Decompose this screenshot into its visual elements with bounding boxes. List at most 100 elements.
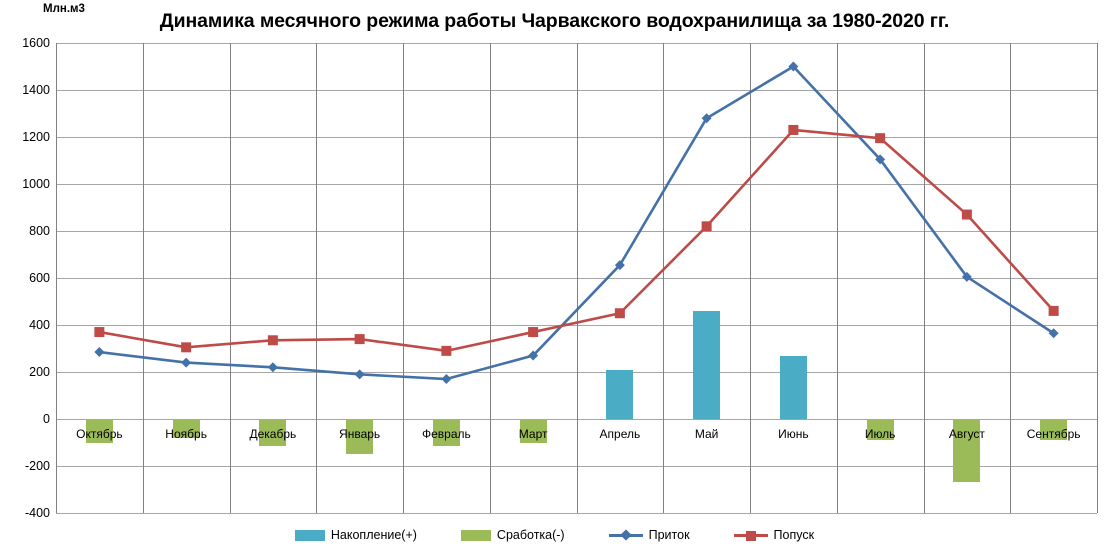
gridline-x: [490, 43, 491, 513]
y-tick-label: 1200: [22, 130, 50, 144]
y-tick-label: -200: [24, 459, 50, 473]
x-tick-label-3: Январь: [339, 427, 381, 441]
legend-label: Накопление(+): [330, 528, 417, 542]
gridline-y-1400: [56, 90, 1097, 91]
marker-Приток-2: [267, 362, 278, 373]
legend-line-marker-icon: [733, 529, 768, 541]
legend-item-1[interactable]: Сработка(-): [460, 528, 565, 542]
legend-label: Сработка(-): [496, 528, 565, 542]
y-axis-unit-label: Млн.м3: [43, 3, 85, 15]
marker-Приток-8: [788, 61, 799, 72]
legend-label: Приток: [648, 528, 690, 542]
legend-item-3[interactable]: Попуск: [733, 528, 815, 542]
marker-Приток-10: [961, 271, 972, 282]
x-tick-label-6: Апрель: [599, 427, 641, 441]
marker-Попуск-6: [614, 308, 625, 319]
legend-line-marker-icon: [608, 529, 643, 541]
gridline-y-400: [56, 325, 1097, 326]
gridline-x: [750, 43, 751, 513]
bar-drawdown-3: [346, 419, 374, 455]
x-tick-label-0: Октябрь: [76, 427, 123, 441]
gridline-y-200: [56, 372, 1097, 373]
gridline-x: [56, 43, 57, 513]
x-tick-label-10: Август: [948, 427, 985, 441]
bar-drawdown-5: [519, 419, 547, 443]
gridline-x: [837, 43, 838, 513]
gridline-y-0: [56, 419, 1097, 420]
gridline-x: [663, 43, 664, 513]
marker-Попуск-3: [354, 334, 365, 345]
marker-Попуск-2: [267, 335, 278, 346]
x-tick-label-11: Сентябрь: [1026, 427, 1081, 441]
marker-Приток-7: [701, 113, 712, 124]
y-tick-label: 400: [29, 318, 50, 332]
x-tick-label-7: Май: [694, 427, 719, 441]
gridline-y-1600: [56, 43, 1097, 44]
y-tick-label: 1400: [22, 83, 50, 97]
legend-swatch-icon: [460, 529, 491, 541]
x-tick-label-9: Июль: [864, 427, 896, 441]
legend-label: Попуск: [773, 528, 815, 542]
marker-Попуск-7: [701, 221, 712, 232]
marker-Приток-9: [875, 154, 886, 165]
gridline-y-800: [56, 231, 1097, 232]
bar-drawdown-0: [85, 419, 113, 443]
marker-Попуск-1: [181, 342, 192, 353]
marker-Попуск-11: [1048, 305, 1059, 316]
line-layer: [94, 61, 1059, 385]
legend-square-icon: [745, 530, 756, 541]
legend-item-2[interactable]: Приток: [608, 528, 690, 542]
gridline-y--200: [56, 466, 1097, 467]
bar-drawdown-10: [953, 419, 981, 483]
chart-legend: Накопление(+) Сработка(-) Приток Попуск: [0, 528, 1109, 542]
bar-accumulation-7: [693, 310, 721, 419]
bar-accumulation-8: [779, 355, 807, 419]
x-tick-label-2: Декабрь: [249, 427, 297, 441]
gridline-x: [316, 43, 317, 513]
marker-Приток-1: [181, 357, 192, 368]
line-Попуск: [99, 128, 1055, 353]
marker-Приток-6: [614, 260, 625, 271]
gridline-x: [924, 43, 925, 513]
x-tick-label-8: Июнь: [778, 427, 809, 441]
bar-drawdown-11: [1040, 419, 1068, 441]
marker-Приток-0: [94, 347, 105, 358]
gridline-x: [1097, 43, 1098, 513]
gridline-x: [230, 43, 231, 513]
gridline-y-1000: [56, 184, 1097, 185]
marker-Приток-3: [354, 369, 365, 380]
bar-drawdown-9: [866, 419, 894, 441]
marker-Приток-5: [528, 350, 539, 361]
y-tick-label: -400: [24, 506, 50, 520]
x-tick-label-1: Ноябрь: [165, 427, 207, 441]
gridline-x: [1010, 43, 1011, 513]
y-tick-label: 800: [29, 224, 50, 238]
legend-diamond-icon: [619, 529, 632, 541]
marker-Попуск-9: [875, 133, 886, 144]
marker-Приток-4: [441, 374, 452, 385]
line-Приток: [99, 65, 1055, 381]
plot-area: [56, 43, 1098, 514]
x-tick-label-5: Март: [518, 427, 548, 441]
y-tick-label: 0: [43, 412, 50, 426]
y-tick-label: 1000: [22, 177, 50, 191]
bar-drawdown-4: [432, 419, 460, 447]
marker-Попуск-0: [94, 327, 105, 338]
gridline-y-1200: [56, 137, 1097, 138]
marker-Приток-11: [1048, 328, 1059, 339]
y-tick-label: 200: [29, 365, 50, 379]
gridline-y--400: [56, 513, 1097, 514]
y-tick-label: 1600: [22, 36, 50, 50]
gridline-x: [143, 43, 144, 513]
chart-title: Динамика месячного режима работы Чарвакс…: [159, 10, 950, 32]
marker-Попуск-8: [788, 124, 799, 135]
legend-swatch-icon: [294, 529, 325, 541]
gridline-x: [403, 43, 404, 513]
bar-accumulation-6: [606, 369, 634, 419]
legend-item-0[interactable]: Накопление(+): [294, 528, 417, 542]
gridline-y-600: [56, 278, 1097, 279]
marker-Попуск-5: [528, 327, 539, 338]
bar-drawdown-2: [259, 419, 287, 447]
x-tick-label-4: Февраль: [421, 427, 471, 441]
